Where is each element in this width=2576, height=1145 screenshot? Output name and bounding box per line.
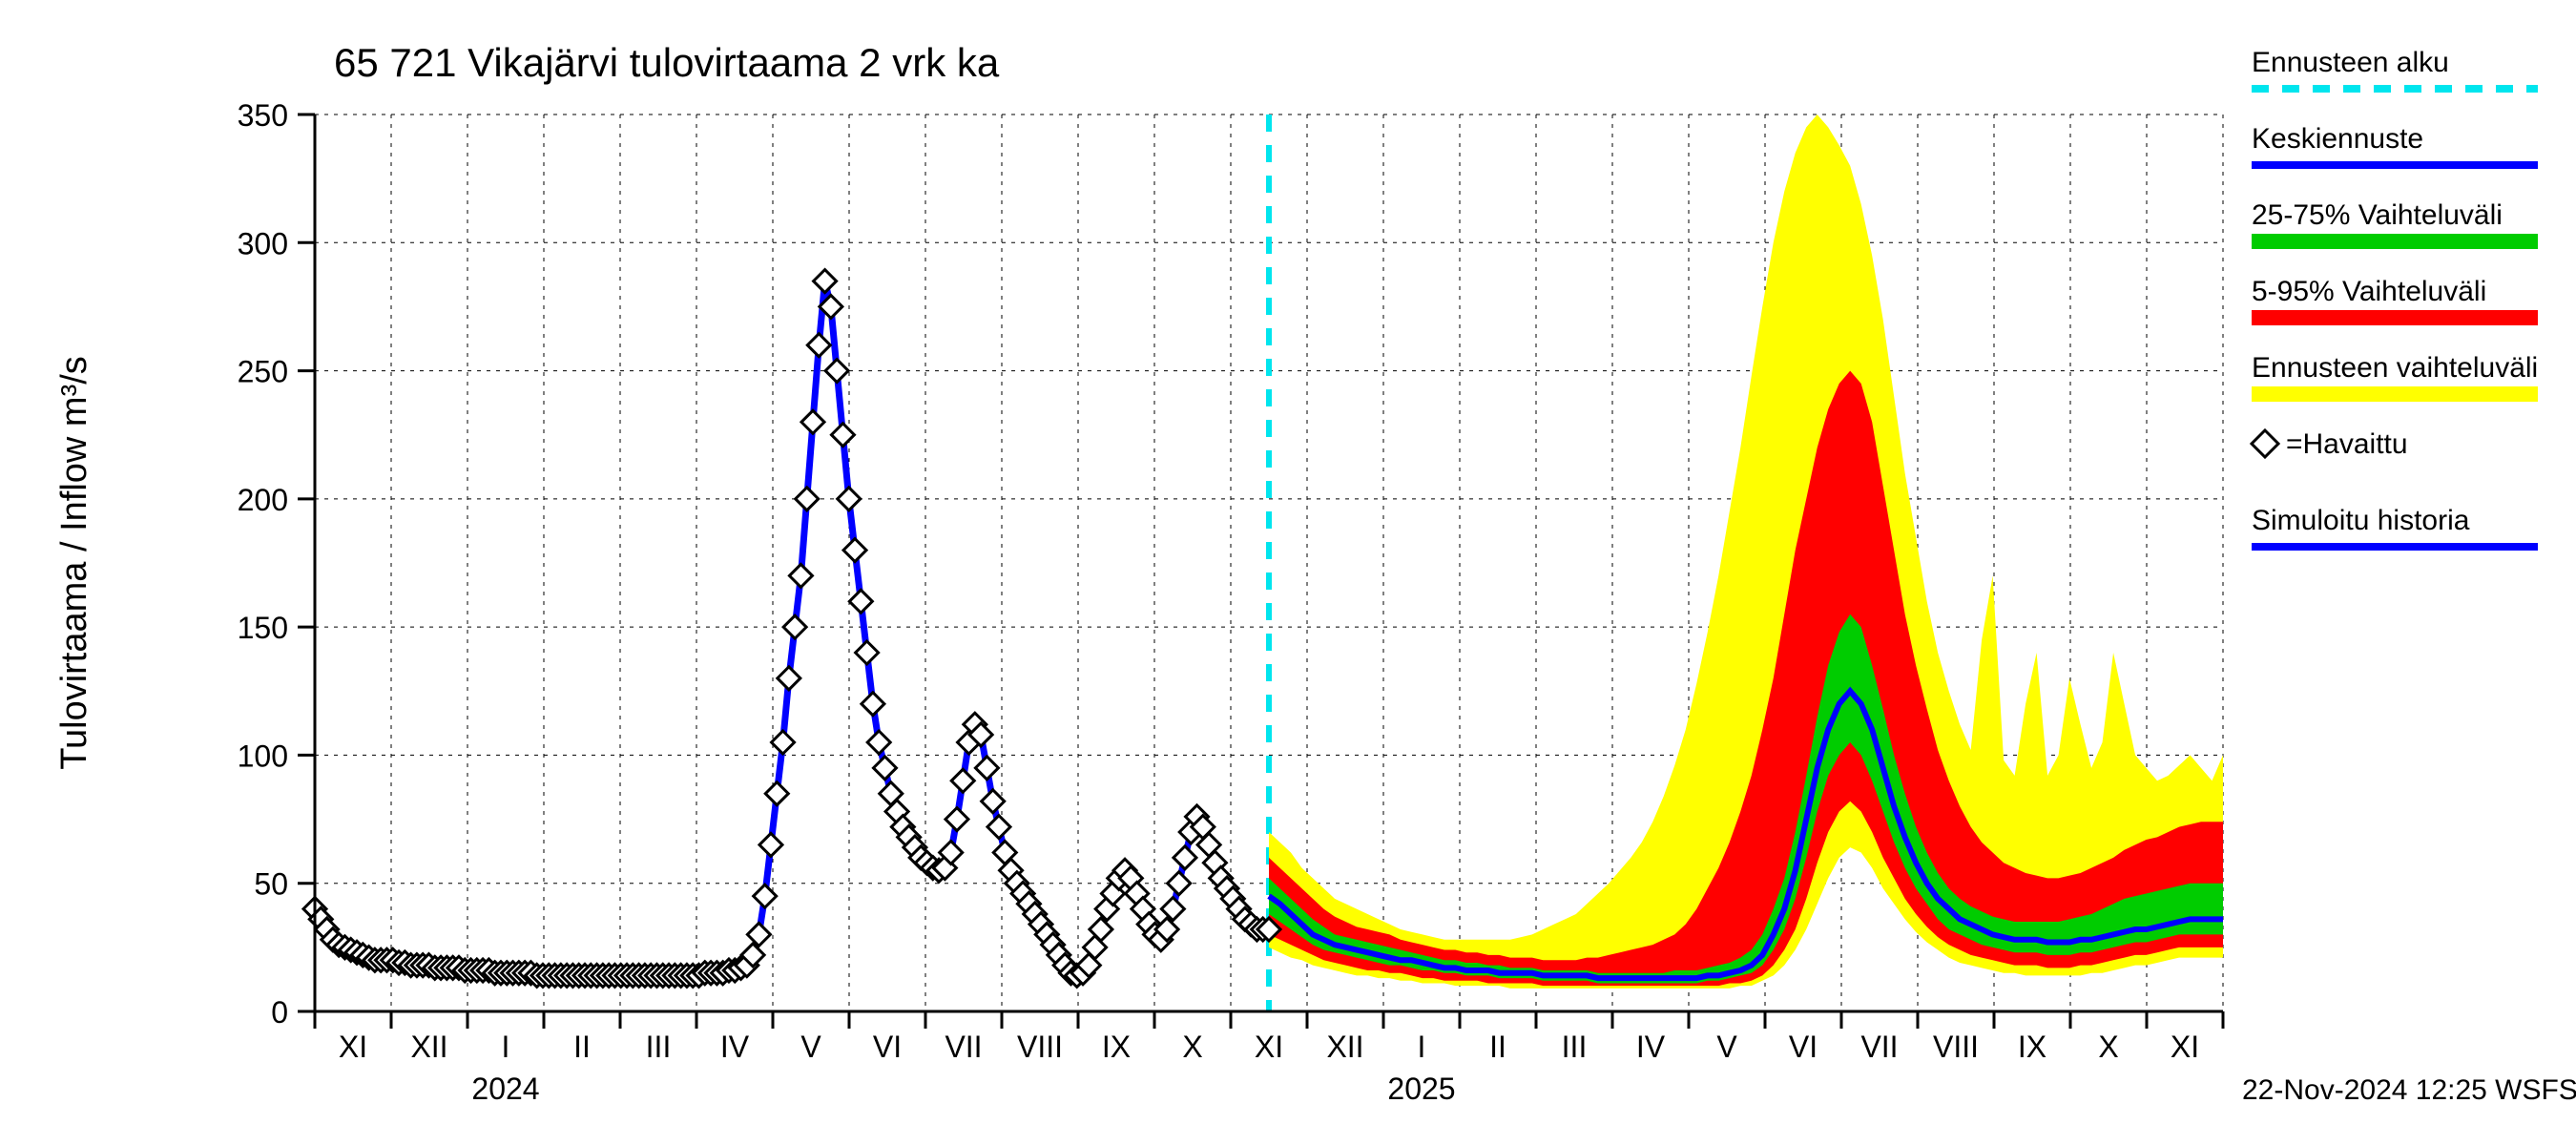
xtick-label: V <box>800 1030 821 1064</box>
legend-swatch-band <box>2252 310 2538 325</box>
xtick-label: II <box>573 1030 591 1064</box>
xtick-label: II <box>1489 1030 1506 1064</box>
xtick-label: X <box>2098 1030 2118 1064</box>
observed-marker <box>987 816 1010 839</box>
ytick-label: 300 <box>238 226 288 260</box>
ytick-label: 100 <box>238 739 288 773</box>
observed-marker <box>982 790 1005 813</box>
observed-marker <box>796 488 819 510</box>
ytick-label: 0 <box>271 995 288 1030</box>
xtick-label: XII <box>410 1030 447 1064</box>
ytick-label: 350 <box>238 98 288 133</box>
observed-marker <box>1174 846 1196 869</box>
observed-marker <box>873 757 896 780</box>
observed-marker <box>807 334 830 357</box>
legend-label: Ennusteen alku <box>2252 47 2449 78</box>
legend-label: Ennusteen vaihteluväli <box>2252 352 2538 384</box>
legend-label: Simuloitu historia <box>2252 505 2470 536</box>
xtick-label: VIII <box>1933 1030 1979 1064</box>
year-label: 2024 <box>471 1072 539 1106</box>
ytick-label: 50 <box>254 867 288 902</box>
legend-swatch-marker <box>2252 430 2278 457</box>
legend-label: 25-75% Vaihteluväli <box>2252 199 2503 231</box>
observed-marker <box>1161 898 1184 921</box>
observed-marker <box>951 769 974 792</box>
observed-marker <box>765 782 788 805</box>
legend-label: =Havaittu <box>2286 428 2408 460</box>
xtick-label: XI <box>1255 1030 1283 1064</box>
xtick-label: VII <box>945 1030 982 1064</box>
xtick-label: XI <box>339 1030 367 1064</box>
xtick-label: XII <box>1326 1030 1363 1064</box>
observed-marker <box>975 757 998 780</box>
xtick-label: VII <box>1860 1030 1898 1064</box>
xtick-label: VIII <box>1017 1030 1063 1064</box>
observed-marker <box>862 693 884 716</box>
xtick-label: I <box>1418 1030 1426 1064</box>
observed-marker <box>843 539 866 562</box>
observed-marker <box>783 615 806 638</box>
observed-marker <box>789 564 812 587</box>
footer-timestamp: 22-Nov-2024 12:25 WSFS-O <box>2242 1074 2576 1106</box>
year-label: 2025 <box>1387 1072 1455 1106</box>
xtick-label: IX <box>2018 1030 2046 1064</box>
legend-label: 5-95% Vaihteluväli <box>2252 276 2486 307</box>
observed-marker <box>778 667 800 690</box>
observed-marker <box>801 410 824 433</box>
xtick-label: IX <box>1102 1030 1131 1064</box>
observed-marker <box>831 424 854 447</box>
observed-marker <box>849 590 872 613</box>
xtick-label: IV <box>1636 1030 1666 1064</box>
observed-marker <box>814 270 837 293</box>
xtick-label: VI <box>873 1030 902 1064</box>
xtick-label: I <box>502 1030 510 1064</box>
chart-container: 050100150200250300350XIXIIIIIIIIIVVVIVII… <box>0 0 2576 1145</box>
observed-marker <box>747 923 770 946</box>
ytick-label: 150 <box>238 611 288 645</box>
observed-marker <box>1168 872 1191 895</box>
xtick-label: III <box>1562 1030 1588 1064</box>
observed-marker <box>759 833 782 856</box>
observed-marker <box>945 808 968 831</box>
xtick-label: IV <box>720 1030 750 1064</box>
legend-swatch-band <box>2252 386 2538 402</box>
legend-swatch-band <box>2252 234 2538 249</box>
observed-marker <box>867 731 890 754</box>
observed-marker <box>856 641 879 664</box>
chart-title: 65 721 Vikajärvi tulovirtaama 2 vrk ka <box>334 40 1000 85</box>
legend-label: Keskiennuste <box>2252 123 2423 155</box>
xtick-label: VI <box>1789 1030 1818 1064</box>
ytick-label: 200 <box>238 483 288 517</box>
xtick-label: III <box>646 1030 672 1064</box>
observed-marker <box>772 731 795 754</box>
observed-marker <box>825 360 848 383</box>
ytick-label: 250 <box>238 355 288 389</box>
inflow-forecast-chart: 050100150200250300350XIXIIIIIIIIIVVVIVII… <box>0 0 2576 1145</box>
y-axis-title: Tulovirtaama / Inflow m³/s <box>54 356 94 770</box>
xtick-label: XI <box>2171 1030 2199 1064</box>
observed-marker <box>838 488 861 510</box>
xtick-label: V <box>1716 1030 1737 1064</box>
xtick-label: X <box>1182 1030 1202 1064</box>
